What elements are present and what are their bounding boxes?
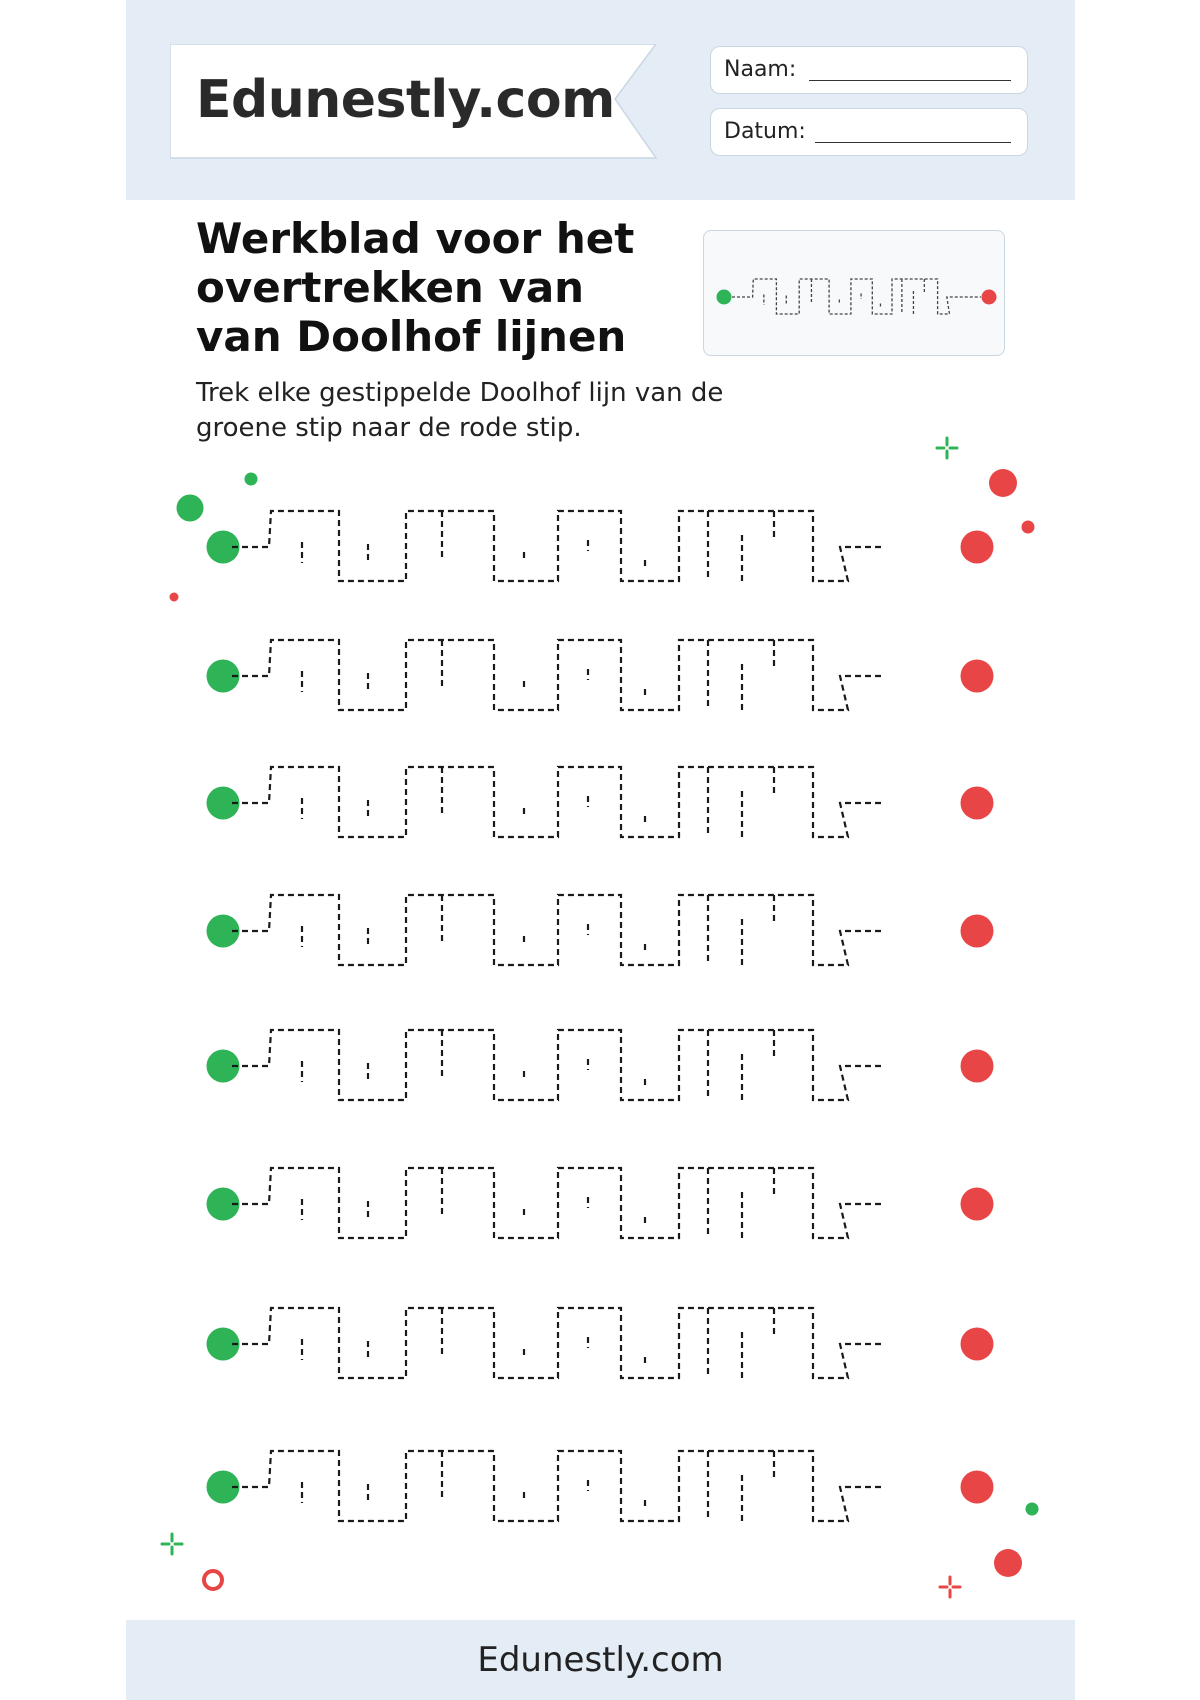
start-dot bbox=[206, 1049, 240, 1083]
end-dot bbox=[960, 1327, 994, 1361]
maze-row bbox=[206, 1166, 994, 1240]
dotted-maze-line bbox=[232, 1449, 881, 1523]
maze-tracing-area bbox=[160, 436, 1039, 1599]
name-write-line[interactable] bbox=[809, 80, 1011, 81]
dotted-maze-line bbox=[232, 638, 881, 712]
page-title: Werkblad voor het overtrekken van van Do… bbox=[196, 214, 666, 361]
instruction-line: Trek elke gestippelde Doolhof lijn van d… bbox=[196, 378, 724, 408]
name-field[interactable]: Naam: bbox=[710, 46, 1028, 94]
date-write-line[interactable] bbox=[815, 142, 1011, 143]
title-line: van Doolhof lijnen bbox=[196, 312, 627, 361]
start-dot bbox=[206, 1470, 240, 1504]
dotted-maze-line bbox=[232, 1306, 881, 1380]
maze-row bbox=[206, 765, 994, 839]
sparkle-icon bbox=[160, 1532, 184, 1556]
instruction-text: Trek elke gestippelde Doolhof lijn van d… bbox=[196, 376, 796, 446]
confetti-dot bbox=[994, 1549, 1022, 1577]
title-line: overtrekken van bbox=[196, 263, 585, 312]
maze-row bbox=[206, 638, 994, 712]
dotted-maze-line bbox=[232, 765, 881, 839]
end-dot bbox=[960, 914, 994, 948]
confetti-dot bbox=[176, 494, 204, 522]
end-dot bbox=[960, 1470, 994, 1504]
name-label: Naam: bbox=[724, 57, 797, 82]
example-preview bbox=[703, 230, 1005, 356]
end-dot bbox=[960, 786, 994, 820]
confetti-dot bbox=[244, 472, 258, 486]
start-dot bbox=[206, 914, 240, 948]
end-dot bbox=[960, 530, 994, 564]
start-dot bbox=[206, 659, 240, 693]
footer-brand: Edunestly.com bbox=[477, 1640, 724, 1680]
maze-row bbox=[206, 1449, 994, 1523]
brand-banner bbox=[170, 44, 658, 159]
confetti-dot bbox=[169, 592, 179, 602]
dotted-maze-line bbox=[232, 893, 881, 967]
end-dot bbox=[960, 1187, 994, 1221]
maze-row bbox=[206, 509, 994, 583]
date-field[interactable]: Datum: bbox=[710, 108, 1028, 156]
example-maze-line bbox=[716, 278, 997, 315]
footer-band: Edunestly.com bbox=[126, 1620, 1075, 1700]
title-line: Werkblad voor het bbox=[196, 214, 635, 263]
start-dot bbox=[206, 786, 240, 820]
instruction-line: groene stip naar de rode stip. bbox=[196, 413, 582, 443]
worksheet-page: Edunestly.com Naam: Datum: Werkblad voor… bbox=[126, 0, 1075, 1700]
start-dot bbox=[206, 530, 240, 564]
confetti-dot bbox=[1025, 1502, 1039, 1516]
maze-row bbox=[206, 1028, 994, 1102]
confetti-ring bbox=[202, 1569, 224, 1591]
dotted-maze-line bbox=[232, 1166, 881, 1240]
maze-row bbox=[206, 893, 994, 967]
sparkle-icon bbox=[938, 1575, 962, 1599]
start-dot bbox=[206, 1187, 240, 1221]
confetti-dot bbox=[1021, 520, 1035, 534]
dotted-maze-line bbox=[232, 509, 881, 583]
end-dot bbox=[981, 289, 997, 305]
confetti-dot bbox=[989, 469, 1017, 497]
end-dot bbox=[960, 1049, 994, 1083]
start-dot bbox=[716, 289, 732, 305]
sparkle-icon bbox=[935, 436, 959, 460]
header-band: Edunestly.com Naam: Datum: bbox=[126, 0, 1075, 200]
date-label: Datum: bbox=[724, 119, 806, 144]
brand-logo: Edunestly.com bbox=[196, 70, 615, 130]
end-dot bbox=[960, 659, 994, 693]
maze-row bbox=[206, 1306, 994, 1380]
dotted-maze-line bbox=[732, 278, 981, 315]
start-dot bbox=[206, 1327, 240, 1361]
dotted-maze-line bbox=[232, 1028, 881, 1102]
